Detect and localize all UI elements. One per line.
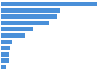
Bar	[1, 14, 57, 19]
Bar	[1, 58, 8, 63]
Bar	[1, 46, 10, 50]
Bar	[1, 52, 9, 57]
Bar	[1, 65, 6, 69]
Bar	[1, 27, 33, 31]
Bar	[1, 2, 97, 6]
Bar	[1, 40, 12, 44]
Bar	[1, 8, 60, 13]
Bar	[1, 33, 25, 38]
Bar	[1, 21, 49, 25]
